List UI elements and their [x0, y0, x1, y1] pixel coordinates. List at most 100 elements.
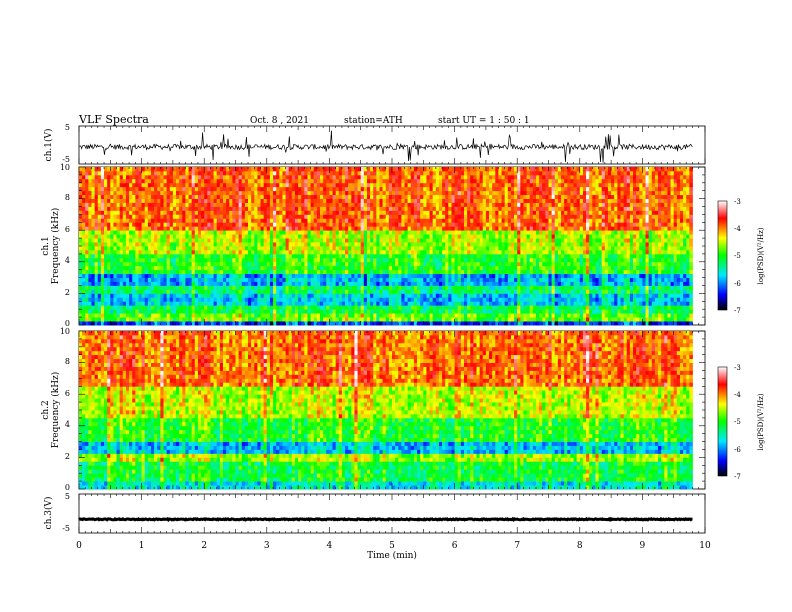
spectrogram-cell — [463, 202, 468, 207]
spectrogram-cell — [310, 249, 315, 255]
spectrogram-cell — [273, 249, 277, 255]
spectrogram-cell — [426, 281, 430, 286]
spectrogram-cell — [298, 261, 302, 267]
spectrogram-cell — [204, 218, 208, 223]
spectrogram-cell — [210, 230, 214, 235]
spectrogram-cell — [392, 317, 396, 322]
spectrogram-cell — [385, 289, 390, 294]
spectrogram-cell — [398, 285, 402, 290]
spectrogram-cell — [154, 253, 158, 259]
spectrogram-cell — [392, 186, 396, 192]
spectrogram-cell — [132, 182, 136, 188]
spectrogram-cell — [307, 253, 312, 259]
spectrogram-cell — [219, 297, 224, 302]
spectrogram-cell — [376, 198, 380, 203]
spectrogram-cell — [298, 253, 302, 259]
spectrogram-cell — [291, 309, 296, 314]
spectrogram-cell — [291, 265, 296, 271]
spectrogram-cell — [316, 321, 321, 326]
spectrogram-cell — [417, 317, 421, 322]
spectrogram-cell — [191, 257, 196, 263]
spectrogram-cell — [451, 321, 455, 326]
spectrogram-cell — [119, 261, 124, 267]
spectrogram-cell — [97, 182, 102, 188]
spectrogram-cell — [222, 178, 227, 184]
spectrogram-cell — [82, 305, 86, 310]
spectrogram-cell — [413, 249, 418, 255]
spectrogram-cell — [282, 257, 286, 263]
spectrogram-cell — [310, 317, 315, 322]
spectrogram-cell — [141, 178, 146, 184]
spectrogram-cell — [116, 305, 121, 310]
spectrogram-cell — [432, 281, 437, 286]
spectrogram-cell — [395, 174, 399, 180]
spectrogram-cell — [373, 261, 377, 267]
spectrogram-cell — [366, 281, 371, 286]
spectrogram-cell — [179, 186, 183, 192]
spectrogram-cell — [194, 297, 199, 302]
spectrogram-cell — [266, 321, 271, 326]
spectrogram-cell — [445, 194, 449, 199]
spectrogram-cell — [125, 321, 130, 326]
spectrogram-cell — [379, 309, 384, 314]
spectrogram-cell — [423, 253, 427, 259]
spectrogram-cell — [288, 309, 293, 314]
spectrogram-cell — [182, 317, 186, 322]
spectrogram-cell — [163, 309, 168, 314]
spectrogram-cell — [288, 194, 293, 199]
spectrogram-cell — [260, 273, 265, 278]
spectrogram-cell — [94, 226, 99, 231]
spectrogram-cell — [244, 174, 249, 180]
spectrogram-cell — [435, 249, 440, 255]
spectrogram-cell — [185, 249, 189, 255]
spectrogram-cell — [257, 269, 261, 275]
spectrogram-cell — [229, 230, 233, 235]
spectrogram-cell — [232, 167, 236, 172]
spectrogram-cell — [82, 222, 86, 227]
spectrogram-cell — [376, 202, 380, 207]
spectrogram-cell — [398, 305, 402, 310]
spectrogram-cell — [392, 285, 396, 290]
spectrogram-cell — [144, 321, 149, 326]
spectrogram-cell — [467, 281, 471, 286]
spectrogram-cell — [257, 234, 261, 239]
spectrogram-cell — [232, 238, 236, 243]
spectrogram-cell — [191, 293, 196, 298]
spectrogram-cell — [348, 234, 352, 239]
spectrogram-cell — [91, 222, 96, 227]
spectrogram-cell — [320, 277, 324, 282]
spectrogram-cell — [313, 206, 318, 211]
spectrogram-cell — [107, 174, 111, 180]
spectrogram-cell — [398, 257, 402, 263]
spectrogram-cell — [373, 238, 377, 243]
spectrogram-cell — [219, 190, 224, 196]
spectrogram-cell — [266, 269, 271, 275]
spectrogram-cell — [373, 226, 377, 231]
spectrogram-cell — [107, 170, 111, 176]
spectrogram-cell — [241, 265, 246, 271]
spectrogram-cell — [376, 238, 380, 243]
spectrogram-cell — [404, 190, 409, 196]
spectrogram-cell — [125, 238, 130, 243]
spectrogram-cell — [413, 261, 418, 267]
spectrogram-cell — [442, 289, 446, 294]
spectrogram-cell — [260, 242, 265, 247]
spectrogram-cell — [157, 202, 161, 207]
spectrogram-cell — [404, 285, 409, 290]
spectrogram-cell — [210, 246, 214, 251]
spectrogram-cell — [79, 269, 83, 275]
spectrogram-cell — [448, 222, 452, 227]
spectrogram-cell — [357, 269, 362, 275]
spectrogram-cell — [307, 261, 312, 267]
spectrogram-cell — [326, 242, 330, 247]
spectrogram-cell — [366, 297, 371, 302]
spectrogram-cell — [91, 265, 96, 271]
spectrogram-cell — [379, 313, 384, 318]
spectrogram-cell — [166, 218, 171, 223]
spectrogram-cell — [454, 269, 459, 275]
spectrogram-cell — [210, 234, 214, 239]
spectrogram-cell — [360, 226, 365, 231]
spectrogram-cell — [332, 178, 337, 184]
spectrogram-cell — [348, 261, 352, 267]
spectrogram-cell — [125, 273, 130, 278]
